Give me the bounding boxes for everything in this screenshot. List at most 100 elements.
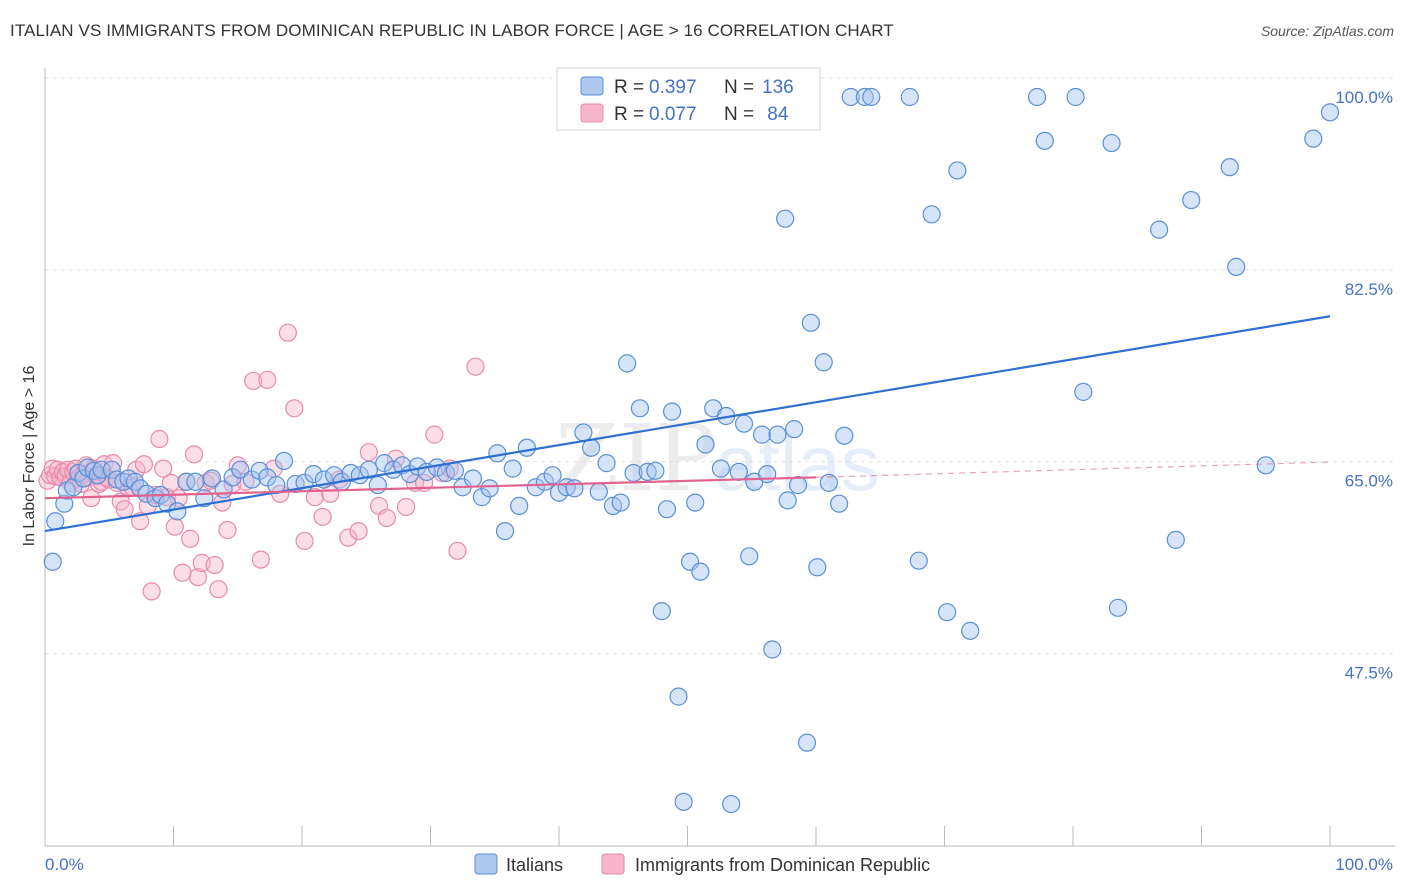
italian-point xyxy=(1304,129,1323,148)
italian-point xyxy=(855,87,874,107)
italian-point xyxy=(937,603,957,622)
italian-point xyxy=(517,438,536,457)
italian-point xyxy=(734,414,754,433)
italian-point xyxy=(1074,382,1093,401)
italian-point xyxy=(92,460,111,479)
dominican-point xyxy=(205,555,224,575)
italian-point xyxy=(778,491,797,510)
italian-point xyxy=(495,521,515,541)
italian-point xyxy=(785,420,804,439)
stats-legend-swatch-pink xyxy=(580,103,604,123)
italian-point xyxy=(503,459,522,478)
dominican-point xyxy=(165,517,184,536)
dominican-trend-line xyxy=(44,476,817,500)
italian-point xyxy=(729,462,749,481)
stats-r-value-pink: 0.077 xyxy=(649,104,697,125)
italian-point xyxy=(137,484,156,503)
dominican-point xyxy=(173,563,192,582)
italian-point xyxy=(69,463,88,483)
italian-point xyxy=(691,562,710,581)
dominican-point xyxy=(396,497,416,517)
italian-point xyxy=(589,482,608,501)
italian-point xyxy=(652,602,671,621)
italian-point xyxy=(510,496,529,515)
italian-point xyxy=(46,512,65,531)
dominican-point xyxy=(184,445,204,464)
dominican-point xyxy=(244,371,263,391)
italian-point xyxy=(900,87,919,107)
italian-point xyxy=(674,792,693,811)
italian-point xyxy=(102,460,121,479)
italians-trend-line xyxy=(44,315,1331,533)
stats-r-label-pink: R = xyxy=(614,104,644,125)
italian-point xyxy=(776,209,795,228)
dominican-point xyxy=(377,508,396,528)
italian-point xyxy=(1108,598,1128,617)
italian-point xyxy=(819,473,838,492)
italian-point xyxy=(597,454,616,473)
italian-point xyxy=(565,479,584,498)
chart-title: ITALIAN VS IMMIGRANTS FROM DOMINICAN REP… xyxy=(10,21,894,40)
y-tick-labels: 47.5% 65.0% 82.5% 100.0% xyxy=(1335,88,1393,683)
italian-point xyxy=(758,464,777,484)
y-axis-title: In Labor Force | Age > 16 xyxy=(21,366,38,547)
italian-point xyxy=(1102,133,1121,153)
italian-point xyxy=(618,354,637,373)
stats-legend: R = 0.397 N = 136 R = 0.077 N = 84 xyxy=(556,67,821,131)
italian-point xyxy=(168,502,187,521)
stats-n-value-pink: 84 xyxy=(762,104,789,125)
dominican-point xyxy=(161,473,181,492)
italian-point xyxy=(543,466,562,485)
italian-point xyxy=(359,460,378,479)
italian-point xyxy=(574,423,593,442)
italian-point xyxy=(814,353,833,372)
dominican-point xyxy=(154,459,173,478)
italian-point xyxy=(948,161,967,180)
dominican-point xyxy=(295,531,314,551)
italian-point xyxy=(841,87,860,107)
italian-point xyxy=(1066,87,1085,107)
stats-n-label-blue: N = xyxy=(724,77,754,98)
italian-point xyxy=(1027,87,1047,107)
dominican-point xyxy=(349,521,368,541)
dominican-point xyxy=(285,399,304,418)
italian-point xyxy=(669,687,688,706)
italian-point xyxy=(43,552,62,571)
legend-label-italians: Italians xyxy=(506,855,563,875)
italian-point xyxy=(611,493,630,512)
italian-point xyxy=(740,547,759,566)
italian-point xyxy=(638,462,657,481)
italian-point xyxy=(1320,103,1340,122)
dominican-point xyxy=(278,323,297,342)
italian-point xyxy=(696,435,715,454)
italian-point xyxy=(74,469,93,488)
italian-point xyxy=(961,621,980,640)
italian-point xyxy=(711,459,731,478)
italian-point xyxy=(830,494,849,513)
italian-point xyxy=(1149,220,1169,239)
y-tick-label: 82.5% xyxy=(1345,280,1393,299)
italian-point xyxy=(1256,456,1275,475)
italian-point xyxy=(662,402,682,421)
y-tick-label: 65.0% xyxy=(1345,472,1393,491)
dominican-point xyxy=(313,507,332,526)
dominican-point xyxy=(466,357,485,376)
dominican-point xyxy=(251,550,270,569)
stats-legend-swatch-blue xyxy=(580,76,604,96)
italian-point xyxy=(768,425,787,444)
dominican-point xyxy=(386,449,405,468)
dominican-point xyxy=(134,455,154,474)
italian-point xyxy=(223,468,242,487)
italian-point xyxy=(657,500,677,519)
stats-r-value-blue: 0.397 xyxy=(649,77,697,98)
italian-point xyxy=(686,493,705,512)
italian-point xyxy=(304,464,323,484)
italian-point xyxy=(375,454,394,473)
dominican-trend-extension xyxy=(815,461,1331,478)
italian-point xyxy=(480,479,499,498)
dominican-point xyxy=(218,520,237,540)
italian-point xyxy=(752,425,772,444)
italian-point xyxy=(862,87,881,107)
legend-swatch-dominican xyxy=(601,853,625,875)
